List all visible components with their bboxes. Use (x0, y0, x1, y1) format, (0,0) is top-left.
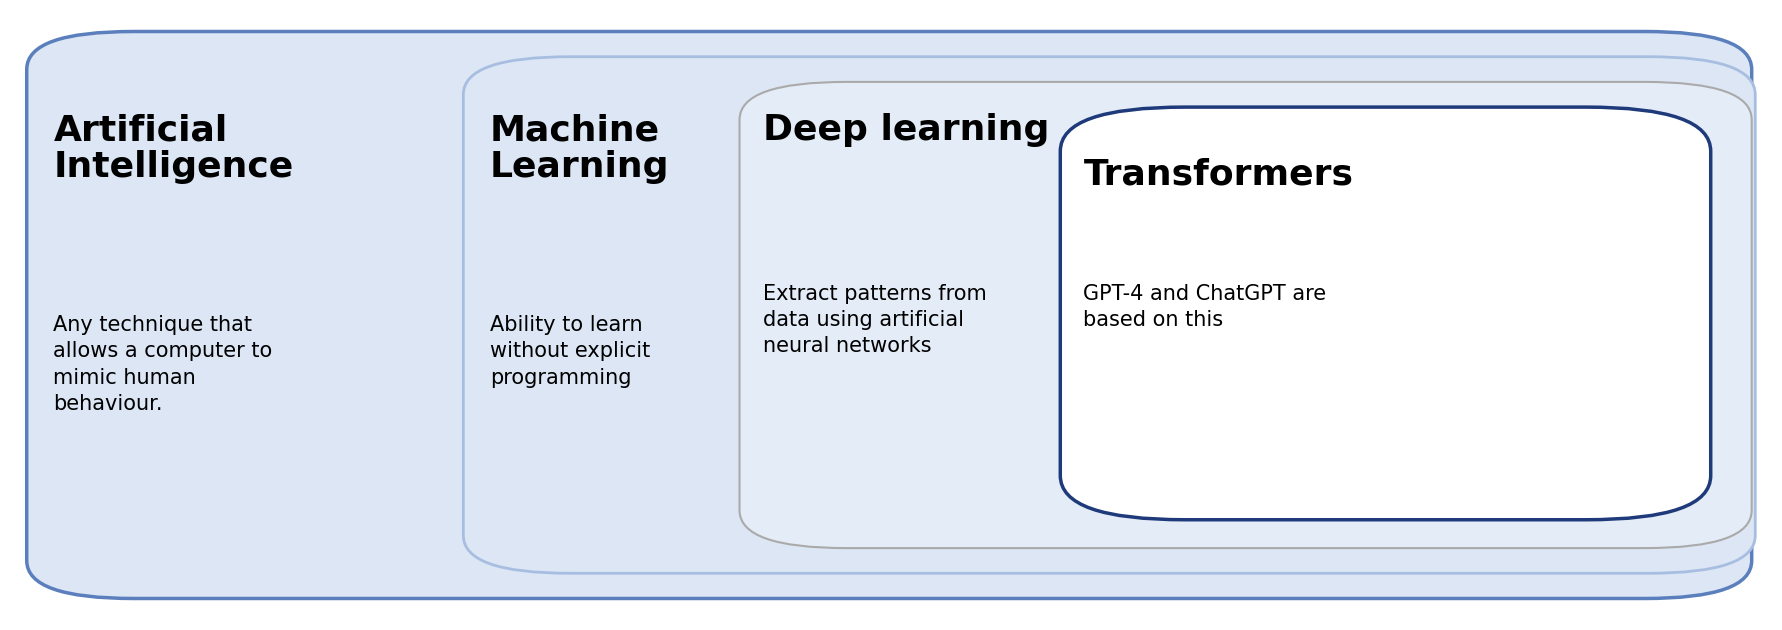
Text: Ability to learn
without explicit
programming: Ability to learn without explicit progra… (490, 315, 650, 388)
FancyBboxPatch shape (740, 82, 1752, 548)
Text: Any technique that
allows a computer to
mimic human
behaviour.: Any technique that allows a computer to … (53, 315, 273, 414)
Text: Deep learning: Deep learning (763, 113, 1050, 147)
FancyBboxPatch shape (1060, 107, 1711, 520)
Text: GPT-4 and ChatGPT are
based on this: GPT-4 and ChatGPT are based on this (1083, 284, 1326, 330)
Text: Transformers: Transformers (1083, 158, 1354, 192)
FancyBboxPatch shape (27, 32, 1752, 598)
Text: Machine
Learning: Machine Learning (490, 113, 670, 184)
Text: Artificial
Intelligence: Artificial Intelligence (53, 113, 294, 184)
FancyBboxPatch shape (463, 57, 1755, 573)
Text: Extract patterns from
data using artificial
neural networks: Extract patterns from data using artific… (763, 284, 987, 357)
